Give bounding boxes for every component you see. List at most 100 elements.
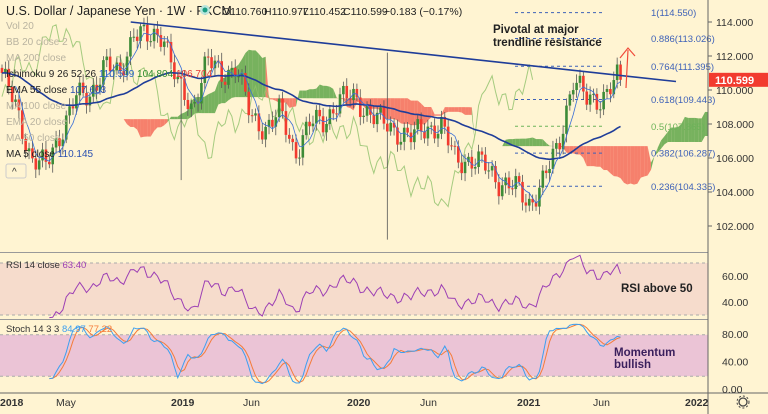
candle-body [7, 68, 11, 87]
candle-body [555, 143, 558, 149]
candle-body [105, 56, 109, 61]
candle-body [571, 90, 575, 95]
ichimoku-cloud-segment [248, 49, 253, 98]
ichimoku-cloud-segment [579, 146, 584, 159]
candle-body [548, 168, 551, 174]
candle-body [470, 156, 474, 169]
price-tick-label: 106.000 [716, 153, 754, 165]
candle-body [281, 98, 284, 112]
candle-body [291, 138, 294, 143]
candle-body [17, 99, 21, 111]
candle-body [0, 67, 4, 73]
stoch-legend[interactable]: Stoch 14 3 3 84.97 77.22 [6, 324, 112, 335]
candle-body [453, 145, 457, 147]
price-tick-label: 108.000 [716, 119, 754, 131]
candle-body [159, 35, 163, 47]
candle-body [386, 123, 389, 132]
ichimoku-cloud-segment [691, 117, 695, 142]
candle-body [294, 142, 298, 159]
candle-body [61, 139, 65, 147]
candle-body [81, 82, 85, 93]
candle-body [267, 119, 271, 127]
settings-gear-icon[interactable] [736, 395, 750, 409]
symbol-title[interactable]: U.S. Dollar / Japanese Yen · 1W · FXCM [6, 4, 232, 18]
fib-level-label: 0.886(113.026) [651, 34, 715, 45]
ichimoku-cloud-segment [630, 146, 635, 185]
ichimoku-cloud-segment [211, 90, 215, 114]
legend-bb[interactable]: BB 20 close 2 [6, 37, 68, 48]
candle-body [582, 75, 585, 92]
candle-body [446, 126, 450, 146]
ichimoku-cloud-segment [546, 142, 550, 147]
price-tick-label: 114.000 [716, 17, 753, 29]
candle-body [311, 123, 315, 127]
candle-body [531, 198, 534, 203]
candle-body [358, 97, 362, 117]
ichimoku-cloud-segment [684, 116, 689, 142]
candle-body [494, 166, 497, 183]
ichimoku-cloud-segment [694, 117, 699, 142]
legend-vol[interactable]: Vol 20 [6, 21, 34, 32]
legend-ema55[interactable]: EMA 55 close 107.603 [6, 85, 107, 96]
candle-body [575, 82, 578, 91]
legend-ema20[interactable]: EMA 20 close [6, 117, 68, 128]
ichimoku-cloud-segment [640, 146, 645, 178]
ichimoku-cloud-segment [525, 138, 530, 147]
candle-body [31, 148, 34, 159]
candle-body [392, 122, 396, 128]
candle-body [500, 185, 504, 197]
candle-body [406, 127, 409, 133]
candle-body [20, 110, 24, 139]
legend-ma5[interactable]: MA 5 close 110.145 [6, 149, 94, 160]
fib-level-label: 0.382(106.287) [651, 149, 715, 160]
candle-body [108, 56, 112, 72]
candle-body [115, 62, 119, 71]
ichimoku-cloud-segment [208, 92, 212, 114]
time-tick-label: 2022 [685, 397, 709, 409]
ichimoku-cloud-segment [654, 147, 658, 157]
rsi-legend[interactable]: RSI 14 close 63.40 [6, 260, 86, 271]
candle-body [277, 98, 281, 118]
ichimoku-cloud-segment [299, 90, 303, 99]
time-tick-label: 2021 [517, 397, 541, 409]
candle-body [517, 176, 521, 182]
candle-body [382, 107, 386, 124]
collapse-legend-button[interactable] [5, 163, 27, 179]
candle-body [233, 67, 237, 77]
ichimoku-cloud-segment [417, 100, 422, 126]
candle-body [413, 129, 416, 143]
ichimoku-cloud-segment [451, 107, 455, 112]
candle-body [507, 177, 511, 189]
ichimoku-cloud-segment [519, 138, 523, 147]
ichimoku-cloud-segment [461, 107, 466, 115]
ichimoku-cloud-segment [647, 146, 651, 176]
candle-body [396, 127, 399, 145]
fib-level-label: 1(114.550) [651, 8, 696, 19]
candle-body [173, 62, 176, 80]
ichimoku-cloud-segment [468, 107, 472, 115]
candle-body [423, 131, 426, 139]
candle-body [162, 41, 166, 47]
candle-body [315, 109, 318, 124]
ichimoku-cloud-segment [661, 136, 665, 149]
candle-body [88, 96, 92, 106]
stoch-tick-label: 0.00 [722, 384, 743, 396]
candle-body [480, 151, 484, 155]
legend-ma100[interactable]: MA 100 close [6, 101, 66, 112]
candle-body [78, 82, 82, 96]
ichimoku-cloud-segment [407, 98, 411, 126]
candle-body [511, 188, 514, 190]
ichimoku-cloud-segment [688, 117, 692, 142]
candle-body [375, 112, 379, 125]
legend-ichimoku[interactable]: Ichimoku 9 26 52 26 110.599 104.804 106.… [6, 69, 213, 80]
candle-body [95, 84, 98, 91]
legend-ma50[interactable]: MA 50 close [6, 133, 61, 144]
candle-body [399, 141, 403, 145]
ichimoku-cloud-segment [620, 146, 624, 183]
legend-ma200[interactable]: MA 200 close [6, 53, 66, 64]
ichimoku-cloud-segment [177, 113, 182, 120]
candle-body [129, 37, 132, 57]
ichimoku-cloud-segment [116, 109, 121, 112]
candle-body [149, 41, 153, 43]
